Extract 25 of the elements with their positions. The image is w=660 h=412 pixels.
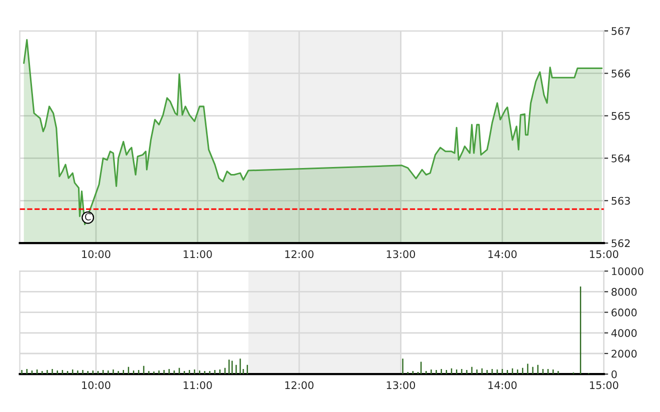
y-tick-label: 563 [612,196,630,205]
x-tick-label: 14:00 [488,381,517,390]
x-tick-label: 11:00 [184,250,212,258]
x-tick-label: 12:00 [285,381,314,390]
x-tick-label: 13:00 [386,381,416,390]
x-tick-label: 14:00 [488,250,517,258]
x-tick-label: 10:00 [82,250,110,258]
annotation: C [85,213,91,220]
x-tick-label: 15:00 [590,250,618,258]
y-tick-label: 10000 [612,267,644,276]
x-tick-label: 12:00 [285,250,314,258]
y-tick-label: 567 [612,27,630,36]
x-tick-label: 13:00 [386,250,416,258]
x-tick-label: 15:00 [590,381,618,390]
y-tick-label: 565 [612,112,630,120]
x-tick-label: 11:00 [184,381,212,390]
y-tick-label: 566 [612,70,630,78]
y-tick-label: 0 [612,370,617,378]
y-tick-label: 564 [612,154,630,162]
y-tick-label: 562 [612,239,630,248]
y-tick-label: 2000 [612,350,637,358]
y-tick-label: 6000 [612,308,637,316]
y-tick-label: 8000 [612,288,637,296]
x-tick-label: 10:00 [82,381,110,390]
y-tick-label: 4000 [611,329,637,337]
